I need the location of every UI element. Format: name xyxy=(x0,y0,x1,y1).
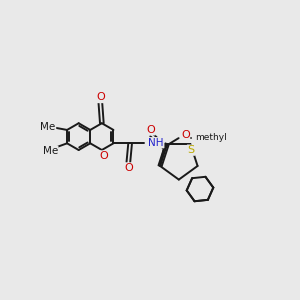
Text: methyl: methyl xyxy=(195,133,227,142)
Text: S: S xyxy=(188,145,195,155)
Text: O: O xyxy=(99,151,108,161)
Text: O: O xyxy=(181,130,190,140)
Text: Me: Me xyxy=(40,122,56,132)
Text: NH: NH xyxy=(148,138,164,148)
Text: O: O xyxy=(146,125,155,135)
Text: O: O xyxy=(96,92,105,103)
Text: Me: Me xyxy=(43,146,58,156)
Text: O: O xyxy=(124,163,133,173)
